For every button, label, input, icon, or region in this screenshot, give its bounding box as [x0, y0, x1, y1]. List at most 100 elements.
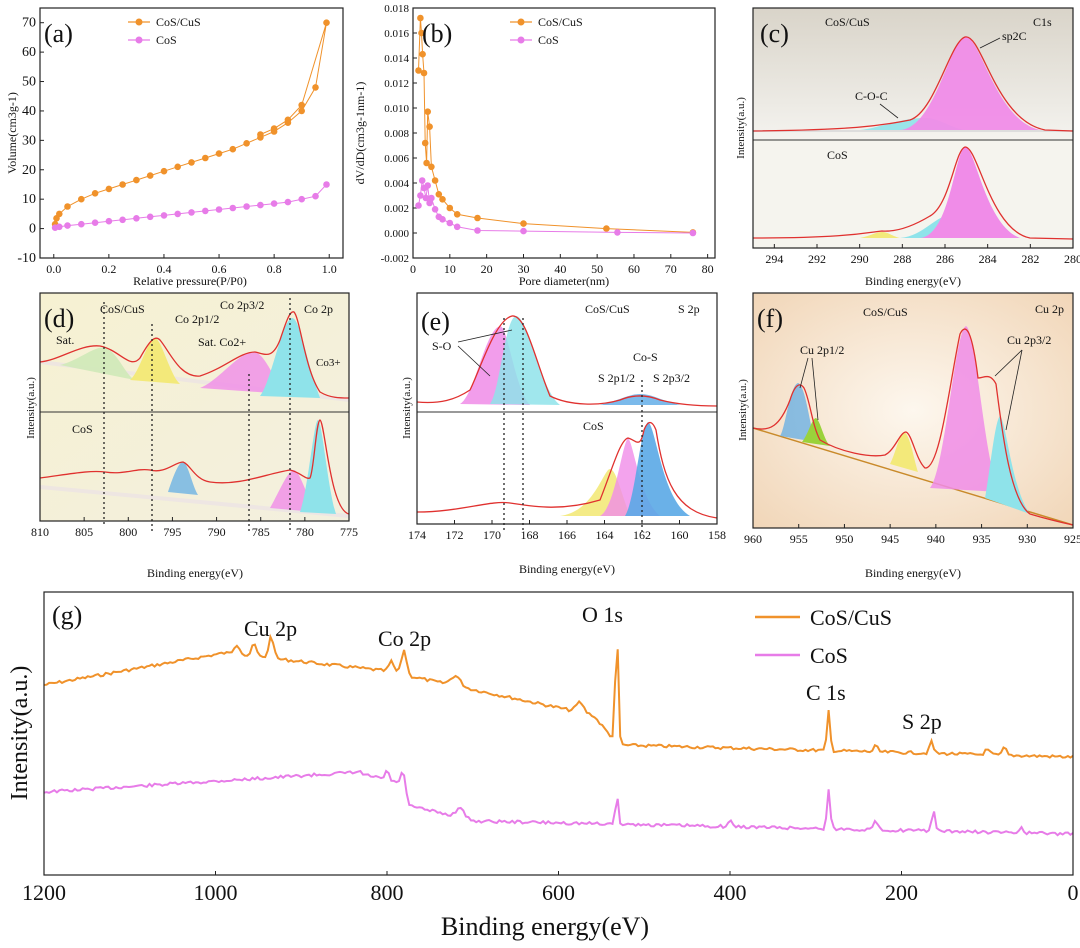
panel-f-envelope: [752, 328, 1074, 526]
panel-e-element-label: S 2p: [678, 302, 700, 316]
panel-e-arrow-so-2: [457, 329, 513, 343]
x-tick-label: 288: [893, 252, 911, 266]
data-point: [453, 211, 461, 218]
panel-c-arrow-sp2c: [979, 37, 1001, 49]
panel-f-annotation-cu2p12: Cu 2p1/2: [800, 343, 844, 357]
data-point: [119, 216, 126, 224]
x-tick-label: 172: [446, 528, 464, 542]
x-tick-label: 30: [517, 262, 529, 276]
x-tick-label: 810: [31, 525, 49, 539]
data-point: [91, 219, 99, 226]
panel-a-axes: 0.0 0.2 0.4 0.6 0.8 1.0 -10 0 10 20 30 40 50 60 70: [17, 16, 336, 276]
data-point: [420, 69, 428, 77]
data-point: [174, 210, 181, 218]
x-tick-label: 935: [973, 532, 991, 546]
data-point: [428, 194, 435, 202]
data-point: [160, 167, 168, 175]
panel-c-arrow-coc: [879, 103, 899, 119]
data-point: [243, 140, 250, 147]
data-point: [439, 196, 446, 203]
panel-f-frame: [752, 292, 1074, 529]
x-tick-label: 925: [1064, 532, 1080, 546]
data-point: [312, 192, 319, 200]
panel-e-so-peak-2: [490, 316, 560, 405]
data-point: [146, 213, 154, 221]
peak-label-co2p: Co 2p: [378, 626, 431, 651]
peak-label-c1s: C 1s: [806, 680, 846, 705]
panel-c-annotation-sp2c: sp2C: [1002, 29, 1027, 43]
panel-f-annotation-cu2p32: Cu 2p3/2: [1007, 333, 1051, 347]
data-point: [160, 212, 168, 219]
data-point: [422, 194, 430, 202]
survey-line-cos-cus: [43, 633, 1074, 759]
panel-e-bottom-envelope: [416, 421, 718, 519]
panel-f-arrow-cu2p32-2: [1005, 349, 1023, 431]
panel-g-ylabel: Intensity(a.u.): [7, 666, 33, 801]
data-point: [188, 209, 195, 216]
data-point: [424, 182, 432, 189]
data-point: [435, 191, 443, 198]
data-point: [78, 220, 85, 228]
panel-d-annotation-sat: Sat.: [56, 333, 74, 347]
panel-a-frame: [39, 7, 344, 259]
panel-d-sat-peak: [60, 347, 135, 380]
data-point: [439, 216, 446, 223]
panel-d-element-label: Co 2p: [304, 302, 333, 316]
panel-c-bottom-label: CoS: [827, 148, 848, 162]
panel-f-cu2p32-peak-2: [985, 416, 1030, 514]
data-point: [417, 14, 424, 22]
y-tick-label: 0.010: [384, 103, 409, 115]
data-point: [133, 176, 140, 184]
x-tick-label: 785: [252, 525, 270, 539]
panel-e-annotation-s2p12: S 2p1/2: [598, 371, 635, 385]
x-tick-label: 158: [708, 528, 726, 542]
x-tick-label: 790: [208, 525, 226, 539]
y-tick-label: 30: [22, 133, 36, 148]
x-tick-label: 950: [835, 532, 853, 546]
panel-b-axes: 0 10 20 30 40 50 60 70 80 -0.002 0.000 0.002 0.004 0.…: [381, 3, 714, 276]
panel-d-annotation-co2p32: Co 2p3/2: [220, 298, 264, 312]
data-point: [520, 220, 527, 227]
peak-label-s2p: S 2p: [902, 709, 942, 734]
x-tick-label: 0.4: [156, 262, 171, 276]
data-point: [257, 131, 264, 138]
panel-a-xlabel: Relative pressure(P/P0): [133, 274, 247, 288]
y-tick-label: -0.002: [381, 253, 409, 265]
panel-f-cu2p32-peak-1: [930, 326, 1000, 492]
data-point: [229, 204, 237, 212]
panel-d-label: (d): [44, 304, 74, 333]
panel-c-sp2c-peak-cos: [920, 146, 1020, 238]
panel-c-element-label: C1s: [1033, 15, 1052, 29]
x-tick-label: 294: [765, 252, 783, 266]
data-point: [431, 177, 439, 184]
x-tick-label: 292: [808, 252, 826, 266]
x-tick-label: 70: [665, 262, 677, 276]
panel-b-ylabel: dV/dD(cm3g-1nm-1): [353, 82, 367, 185]
data-point: [415, 202, 422, 209]
y-tick-label: 0: [29, 222, 36, 237]
data-point: [56, 210, 63, 218]
panel-a-legend-cos-cus: CoS/CuS: [156, 15, 201, 29]
data-point: [202, 154, 209, 162]
x-tick-label: 955: [790, 532, 808, 546]
panel-e-annotation-so: S-O: [432, 339, 452, 353]
x-tick-label: 290: [851, 252, 869, 266]
panel-d-frame: [39, 292, 350, 522]
data-point: [78, 195, 85, 203]
panel-e-s2p32-peak-cos: [625, 422, 690, 516]
data-point: [298, 107, 306, 115]
panel-c-label: (c): [760, 19, 789, 48]
panel-d-bottom-label: CoS: [72, 422, 93, 436]
x-tick-label: 960: [744, 532, 762, 546]
panel-e-axes: 174 172 170 168 166 164 162 160 158: [408, 520, 726, 542]
panel-b-legend-cos: CoS: [538, 33, 559, 47]
series-line-cos: [54, 184, 327, 229]
x-tick-label: 280: [1064, 252, 1080, 266]
data-point: [426, 123, 433, 130]
panel-d-annotation-co3: Co3+: [316, 357, 341, 369]
panel-c-ylabel: Intensity(a.u.): [735, 97, 747, 159]
data-point: [419, 50, 426, 58]
panel-g-axes: 1200 1000 800 600 400 200 0: [22, 871, 1079, 905]
x-tick-label: 800: [119, 525, 137, 539]
data-point: [415, 67, 422, 74]
